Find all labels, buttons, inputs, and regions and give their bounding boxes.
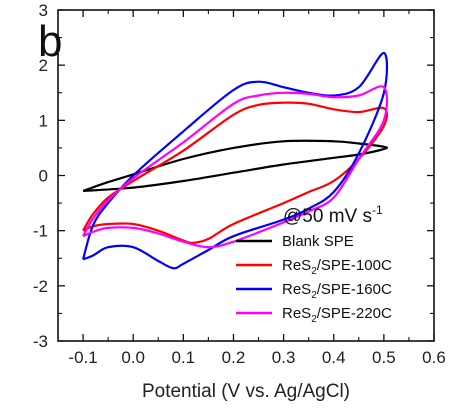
- scan-rate-text: @50 mV s: [283, 206, 372, 227]
- legend-label-rest: /SPE-100C: [317, 257, 392, 274]
- x-tick-label: 0.1: [172, 348, 196, 367]
- legend-label-sub: 2: [311, 266, 317, 277]
- x-tick-label: 0.4: [322, 348, 346, 367]
- y-tick-label: 1: [39, 111, 48, 130]
- x-tick-label: 0.5: [372, 348, 396, 367]
- x-tick-label: 0.2: [222, 348, 246, 367]
- panel-label: b: [38, 17, 62, 66]
- y-tick-label: 2: [39, 56, 48, 75]
- x-axis-title: Potential (V vs. Ag/AgCl): [142, 381, 350, 402]
- legend-label-1: Blank SPE: [282, 233, 354, 250]
- legend-label-4: ReS2/SPE-220C: [282, 305, 392, 325]
- x-tick-label: -0.1: [68, 348, 97, 367]
- legend-label-3: ReS2/SPE-160C: [282, 281, 392, 301]
- legend-label-2: ReS2/SPE-100C: [282, 257, 392, 277]
- legend: Blank SPEReS2/SPE-100CReS2/SPE-160CReS2/…: [236, 233, 392, 325]
- axis-ticks: -0.1 0.0 0.1 0.2 0.3 0.4 0.5 0.6 -3 -2 -1 0 1 2 3: [33, 1, 446, 367]
- x-tick-label: 0.6: [422, 348, 446, 367]
- legend-label-sub: 2: [311, 314, 317, 325]
- series-layer: [82, 51, 389, 270]
- legend-label-base: ReS: [282, 281, 311, 298]
- legend-label-sub: 2: [311, 290, 317, 301]
- x-tick-label: 0.0: [121, 348, 145, 367]
- series-line-2: [82, 101, 389, 244]
- y-tick-label: -1: [33, 222, 48, 241]
- scan-rate-superscript: -1: [372, 203, 383, 217]
- y-tick-label: -3: [33, 332, 48, 351]
- y-tick-label: 0: [39, 167, 48, 186]
- series-line-3: [82, 51, 389, 270]
- legend-label-base: Blank SPE: [282, 233, 354, 250]
- series-line-1: [82, 139, 389, 192]
- scan-rate-annotation: @50 mV s-1: [283, 203, 383, 227]
- y-tick-label: 3: [39, 1, 48, 20]
- legend-label-base: ReS: [282, 257, 311, 274]
- legend-label-rest: /SPE-160C: [317, 281, 392, 298]
- x-tick-label: 0.3: [272, 348, 296, 367]
- y-tick-label: -2: [33, 277, 48, 296]
- legend-label-base: ReS: [282, 305, 311, 322]
- legend-label-rest: /SPE-220C: [317, 305, 392, 322]
- series-line-4: [82, 85, 389, 249]
